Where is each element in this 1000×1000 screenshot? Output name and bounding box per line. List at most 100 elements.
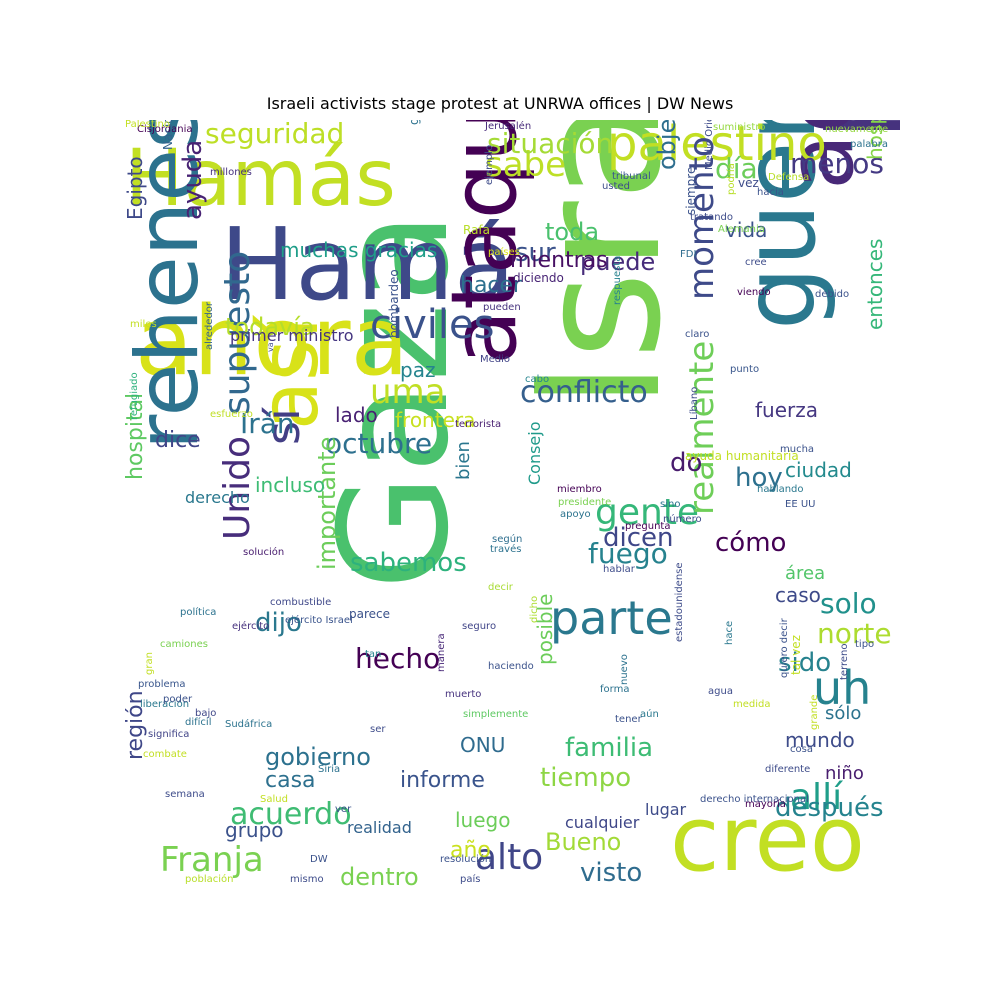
cloud-word: Medio	[480, 354, 511, 365]
cloud-word: presidente	[558, 497, 612, 508]
cloud-word: dicen	[603, 523, 674, 553]
cloud-word: vez	[738, 176, 759, 190]
cloud-word: tratando	[690, 212, 734, 223]
cloud-word: forma	[600, 684, 630, 695]
cloud-word: Defensa	[768, 172, 810, 183]
cloud-word: muerto	[445, 689, 482, 700]
cloud-word: mientras	[510, 248, 608, 273]
cloud-word: dentro	[340, 863, 419, 891]
cloud-word: gobierno	[265, 743, 371, 771]
cloud-word: punto	[730, 364, 760, 375]
cloud-word: tal vez	[789, 635, 803, 675]
cloud-word: octubre	[325, 427, 433, 460]
cloud-word: Sudáfrica	[225, 719, 273, 730]
cloud-word: esfuerzo	[210, 409, 253, 420]
cloud-word: hacer	[460, 273, 523, 298]
cloud-word: cosa	[790, 744, 813, 755]
cloud-word: refugiado	[129, 372, 140, 420]
cloud-word: nuevo	[619, 654, 630, 685]
cloud-word: hablando	[757, 484, 804, 495]
cloud-word: hace	[724, 620, 735, 645]
cloud-word: decir	[488, 582, 513, 593]
cloud-word: agua	[708, 686, 733, 697]
cloud-word: viendo	[737, 287, 771, 298]
cloud-word: mismo	[290, 874, 324, 885]
cloud-word: simplemente	[463, 709, 529, 720]
cloud-word: gente	[595, 492, 700, 533]
cloud-word: difícil	[185, 717, 212, 728]
cloud-word: estadounidense	[674, 562, 685, 642]
cloud-word: Siria	[318, 764, 341, 775]
cloud-word: mucha	[780, 444, 815, 455]
cloud-word: do	[670, 448, 703, 478]
cloud-word: parte	[550, 591, 673, 645]
cloud-word: aún	[640, 709, 659, 720]
cloud-word: Egipto	[125, 156, 147, 220]
cloud-word: hecho	[355, 642, 441, 675]
cloud-word: tiempo	[540, 763, 632, 793]
cloud-word: Hamá	[220, 206, 516, 323]
cloud-word: sabemos	[350, 548, 467, 578]
cloud-word: derecho internacional	[700, 794, 809, 805]
cloud-word: ejército	[232, 621, 270, 632]
cloud-word: dicho	[529, 595, 540, 623]
cloud-word: grupo	[225, 818, 284, 842]
cloud-word: realidad	[347, 818, 412, 837]
cloud-word: hoy	[735, 463, 783, 493]
cloud-word: combate	[143, 749, 187, 760]
cloud-word: Bueno	[545, 828, 622, 856]
cloud-word: derecho	[185, 488, 250, 507]
cloud-word: significa	[148, 729, 190, 740]
cloud-word: ejemplo	[484, 144, 495, 185]
cloud-word: respuesta	[612, 255, 623, 305]
cloud-word: millones	[210, 167, 252, 178]
cloud-word: Jerusalén	[485, 121, 532, 132]
cloud-word: ciudad	[785, 458, 852, 482]
cloud-word: informe	[400, 768, 485, 793]
cloud-word: luego	[455, 808, 511, 832]
cloud-word: dice	[155, 428, 201, 453]
cloud-word: según	[492, 534, 523, 545]
cloud-word: ONU	[460, 733, 506, 757]
word-cloud: IsraelGazaHamáHamásahorapersonaguerraaqu…	[125, 120, 900, 895]
cloud-word: Rafa	[463, 223, 491, 237]
cloud-word: población	[185, 874, 234, 885]
cloud-word: países	[488, 247, 520, 258]
cloud-word: norte	[817, 617, 892, 650]
cloud-word: pueden	[483, 302, 521, 313]
cloud-word: Salud	[260, 794, 288, 805]
cloud-word: civiles	[370, 302, 495, 348]
cloud-word: terrorista	[455, 419, 502, 430]
cloud-word: hacia	[757, 187, 784, 198]
cloud-word: Irán	[240, 407, 295, 440]
cloud-word: nuevamente	[825, 124, 889, 135]
cloud-word: Líbano	[689, 386, 700, 420]
cloud-word: Hamás	[125, 134, 396, 224]
cloud-word: política	[180, 607, 217, 618]
cloud-word: parece	[349, 607, 391, 621]
cloud-word: dijo	[255, 608, 302, 638]
cloud-word: problema	[138, 679, 186, 690]
cloud-word: después	[775, 793, 884, 823]
cloud-word: camiones	[160, 639, 208, 650]
cloud-word: visto	[580, 858, 643, 888]
cloud-word: genocidio	[407, 120, 421, 125]
cloud-word: situación	[487, 127, 614, 160]
cloud-word: combustible	[270, 597, 332, 608]
cloud-word: creo	[670, 787, 865, 892]
cloud-word: vida	[725, 218, 768, 242]
cloud-word: mayoría	[745, 799, 786, 810]
cloud-word: ayuda humanitaria	[685, 449, 799, 463]
cloud-word: bajo	[195, 708, 217, 719]
cloud-word: poder	[163, 694, 193, 705]
cloud-word: importante	[313, 436, 341, 570]
cloud-word: uma	[370, 372, 446, 412]
cloud-word: mundo	[785, 728, 855, 752]
cloud-word: bombardeo	[387, 269, 401, 338]
cloud-word: ver	[335, 804, 352, 815]
cloud-word: sur	[515, 238, 556, 268]
cloud-word: país	[460, 874, 481, 885]
cloud-word: haciendo	[488, 661, 534, 672]
cloud-word: seguridad	[205, 120, 345, 150]
cloud-word: objetivo	[653, 120, 681, 170]
